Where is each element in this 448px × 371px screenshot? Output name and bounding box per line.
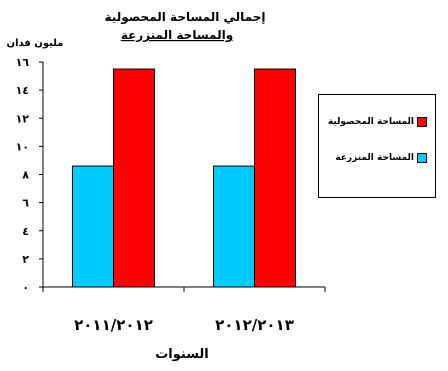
y-tick-label: ١٠ (16, 140, 29, 153)
chart-title-line2: والمساحة المنزرعة (121, 28, 233, 43)
bar (113, 68, 155, 288)
bar (254, 68, 296, 288)
x-category-label: ٢٠١٢/٢٠١٣ (215, 316, 294, 334)
y-tick-label: ٠ (22, 281, 29, 294)
x-axis-label: السنوات (155, 347, 209, 362)
bar (72, 165, 114, 288)
y-tick-label: ٨ (22, 169, 29, 182)
legend-swatch (417, 153, 427, 163)
chart-title-line1: إجمالي المساحة المحصولية (105, 10, 266, 25)
x-category-label: ٢٠١١/٢٠١٢ (74, 316, 153, 334)
y-tick-label: ٦ (22, 197, 29, 210)
bar (213, 165, 255, 288)
y-axis-label: مليون فدان (7, 38, 64, 49)
legend-swatch (417, 117, 427, 127)
y-tick-label: ١٦ (16, 56, 30, 69)
legend-item: المساحة المحصولية (328, 117, 427, 127)
y-tick-label: ١٢ (16, 112, 30, 125)
legend: المساحة المحصولية المساحة المنزرعة (318, 94, 436, 198)
y-tick-label: ١٤ (16, 84, 29, 97)
legend-item: المساحة المنزرعة (335, 153, 427, 163)
legend-label: المساحة المحصولية (327, 117, 414, 127)
legend-label: المساحة المنزرعة (335, 153, 414, 163)
y-tick-label: ٢ (22, 253, 29, 266)
y-tick-label: ٤ (22, 225, 29, 238)
